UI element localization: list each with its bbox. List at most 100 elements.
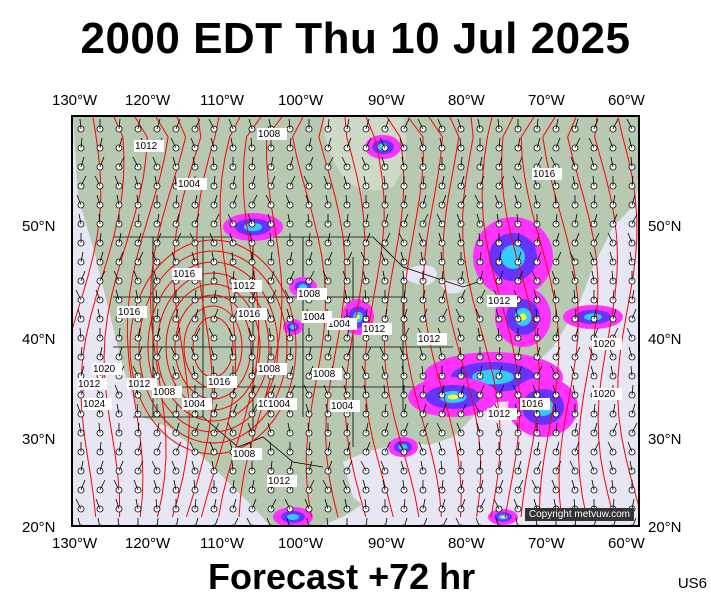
wind-barb xyxy=(364,498,367,510)
wind-barb xyxy=(114,384,120,396)
wind-barb xyxy=(441,384,445,396)
wind-barb xyxy=(118,441,122,453)
wind-barb xyxy=(479,270,484,282)
wind-barb xyxy=(137,213,140,225)
wind-barb xyxy=(403,498,406,510)
pressure-label: 1012 xyxy=(77,378,107,390)
wind-barb xyxy=(513,498,519,510)
wind-barb xyxy=(231,251,234,263)
wind-barb xyxy=(422,213,429,225)
wind-barb xyxy=(475,308,481,320)
wind-barb xyxy=(193,479,196,491)
pressure-label: 1012 xyxy=(127,378,157,390)
wind-barb xyxy=(327,441,331,453)
pressure-label: 1020 xyxy=(592,388,622,400)
wind-barb xyxy=(423,517,428,525)
wind-barb xyxy=(361,156,367,168)
wind-barb xyxy=(97,517,100,525)
wind-barb xyxy=(572,175,576,187)
pressure-label-text: 1004 xyxy=(331,401,354,412)
pressure-label-text: 1008 xyxy=(313,369,336,380)
wind-barb xyxy=(608,137,614,149)
wind-barb xyxy=(436,213,443,225)
longitude-label-top: 80°W xyxy=(448,92,485,109)
wind-barb xyxy=(382,479,386,491)
wind-barb xyxy=(517,365,523,377)
wind-barb xyxy=(194,194,198,206)
wind-barb xyxy=(399,137,405,149)
wind-barb xyxy=(612,194,616,206)
station-marker xyxy=(440,524,444,525)
isobar xyxy=(149,117,187,518)
wind-barb xyxy=(251,384,256,396)
pressure-label-text: 1004 xyxy=(178,179,201,190)
latitude-label-right: 40°N xyxy=(648,331,682,348)
wind-barb xyxy=(517,346,521,358)
wind-barb xyxy=(345,194,348,206)
wind-barb xyxy=(476,213,481,225)
wind-barb xyxy=(175,213,180,225)
wind-barb xyxy=(346,137,352,149)
wind-barb xyxy=(593,194,596,206)
pressure-label: 1008 xyxy=(312,368,342,380)
wind-barb xyxy=(460,384,465,396)
pressure-label-text: 1012 xyxy=(135,141,158,152)
wind-barb xyxy=(574,213,578,225)
wind-barb xyxy=(516,213,519,225)
wind-barb xyxy=(114,175,120,187)
rain-heavy xyxy=(287,514,299,520)
rain-heavy xyxy=(501,245,525,269)
wind-barb xyxy=(441,498,446,510)
wind-barb xyxy=(270,156,274,168)
wind-barb xyxy=(194,422,200,434)
pressure-label-text: 1008 xyxy=(258,129,281,140)
station-marker xyxy=(98,524,102,525)
wind-barb xyxy=(631,213,638,225)
longitude-label-top: 130°W xyxy=(52,92,98,109)
wind-barb xyxy=(460,479,464,491)
wind-barb xyxy=(80,156,85,168)
wind-barb xyxy=(517,156,523,168)
wind-barb xyxy=(99,479,106,491)
wind-barb xyxy=(190,346,196,358)
station-marker xyxy=(345,524,349,525)
wind-barb xyxy=(631,308,637,320)
wind-barb xyxy=(420,460,424,472)
wind-barb xyxy=(365,308,368,320)
wind-barb xyxy=(213,194,218,206)
wind-barb xyxy=(213,403,218,415)
wind-barb xyxy=(343,175,348,187)
wind-barb xyxy=(137,346,143,358)
wind-barb xyxy=(571,479,576,491)
wind-barb xyxy=(365,213,369,225)
pressure-label-text: 1012 xyxy=(128,379,151,390)
wind-barb xyxy=(593,422,598,434)
wind-barb xyxy=(229,232,234,244)
wind-barb xyxy=(325,403,329,415)
wind-barb xyxy=(590,365,595,377)
wind-barb xyxy=(346,422,349,434)
wind-barb xyxy=(496,422,500,434)
wind-barb xyxy=(479,365,483,377)
pressure-label-text: 1008 xyxy=(233,449,256,460)
wind-barb xyxy=(555,118,559,130)
wind-barb xyxy=(289,270,295,282)
wind-barb xyxy=(612,403,616,415)
pressure-label: 1008 xyxy=(257,363,287,375)
wind-barb xyxy=(156,441,162,453)
wind-barb xyxy=(116,194,120,206)
wind-barb xyxy=(477,118,481,130)
pressure-label-text: 1016 xyxy=(208,377,231,388)
wind-barb xyxy=(422,175,425,187)
wind-barb xyxy=(383,175,386,187)
latitude-label-right: 20°N xyxy=(648,519,682,536)
pressure-label: 1012 xyxy=(362,323,392,335)
wind-barb xyxy=(156,346,163,358)
wind-barb xyxy=(132,156,139,168)
wind-barb xyxy=(479,156,483,168)
wind-barb xyxy=(401,365,405,377)
pressure-label: 1004 xyxy=(330,400,360,412)
wind-barb xyxy=(574,232,580,244)
wind-barb xyxy=(95,498,101,510)
wind-barb xyxy=(115,289,120,301)
